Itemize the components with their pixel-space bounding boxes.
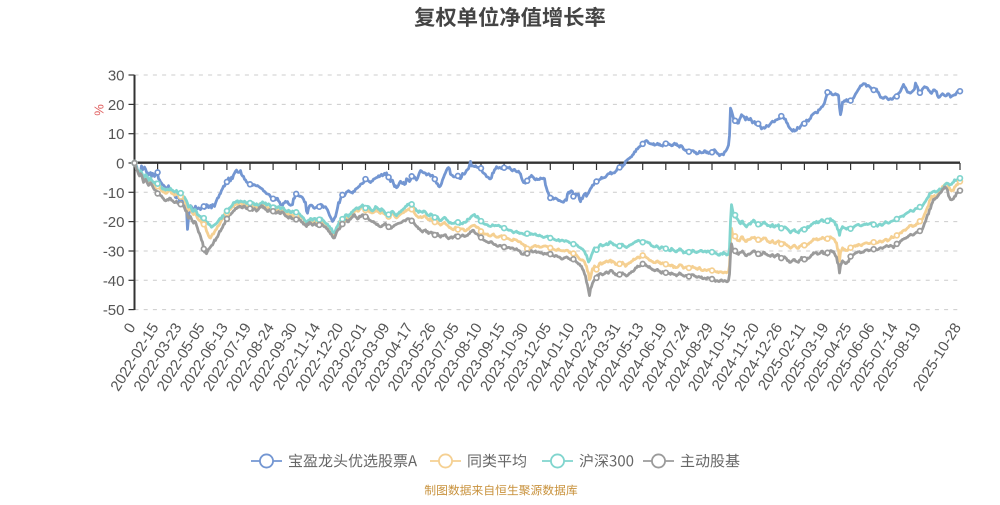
svg-text:-20: -20 [103,214,125,231]
svg-text:20: 20 [108,97,125,114]
svg-text:10: 10 [108,126,125,143]
svg-text:30: 30 [108,68,125,85]
svg-text:-10: -10 [103,185,125,202]
svg-text:0: 0 [116,156,124,173]
svg-text:-30: -30 [103,244,125,261]
svg-text:-50: -50 [103,302,125,319]
svg-text:-40: -40 [103,273,125,290]
svg-text:%: % [92,104,107,116]
